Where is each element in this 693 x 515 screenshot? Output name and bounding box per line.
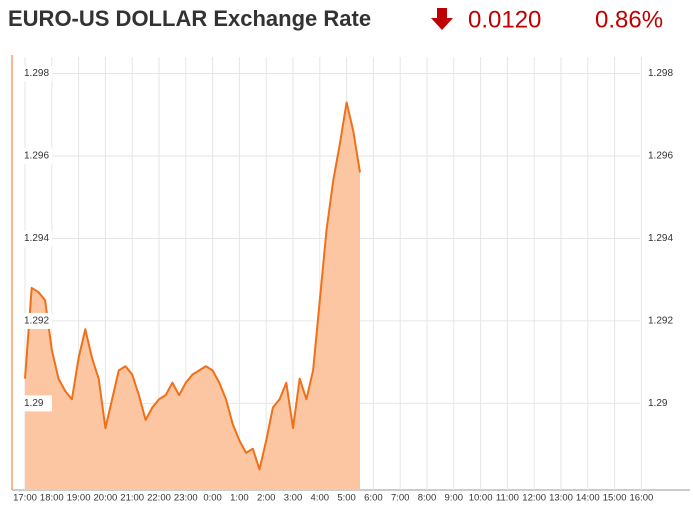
x-tick-label: 2:00	[257, 493, 276, 504]
x-tick-label: 1:00	[230, 493, 249, 504]
x-tick-label: 4:00	[311, 493, 330, 504]
y-tick-label-right: 1.292	[648, 316, 673, 327]
x-tick-label: 16:00	[630, 493, 654, 504]
x-tick-label: 23:00	[174, 493, 198, 504]
y-tick-label-right: 1.298	[648, 68, 673, 79]
y-label-box	[20, 395, 52, 412]
y-tick-label-right: 1.294	[648, 233, 673, 244]
y-tick-label-right: 1.29	[648, 398, 668, 409]
y-label-box	[20, 230, 52, 247]
y-tick-label: 1.294	[24, 233, 49, 244]
x-tick-label: 5:00	[337, 493, 356, 504]
x-tick-label: 22:00	[147, 493, 171, 504]
x-tick-label: 8:00	[418, 493, 437, 504]
y-tick-label: 1.296	[24, 151, 49, 162]
x-tick-label: 3:00	[284, 493, 303, 504]
x-tick-label: 20:00	[94, 493, 118, 504]
x-tick-label: 12:00	[522, 493, 546, 504]
y-tick-label: 1.29	[24, 398, 44, 409]
y-label-box	[20, 147, 52, 164]
x-tick-label: 21:00	[120, 493, 144, 504]
x-tick-label: 19:00	[67, 493, 91, 504]
x-tick-label: 17:00	[13, 493, 37, 504]
x-tick-label: 9:00	[445, 493, 464, 504]
x-tick-label: 6:00	[364, 493, 383, 504]
x-tick-label: 11:00	[496, 493, 519, 504]
change: 0.0120	[468, 6, 541, 33]
x-tick-label: 15:00	[603, 493, 627, 504]
x-tick-label: 13:00	[549, 493, 573, 504]
y-tick-label: 1.298	[24, 68, 49, 79]
chart-title: EURO-US DOLLAR Exchange Rate	[8, 6, 371, 31]
line	[24, 101, 361, 471]
y-label-box	[20, 312, 52, 329]
area	[25, 102, 360, 490]
x-tick-label: 0:00	[203, 493, 222, 504]
x-tick-label: 7:00	[391, 493, 410, 504]
change-percent: 0.86%	[595, 6, 663, 33]
x-tick-label: 14:00	[576, 493, 600, 504]
x-tick-label: 18:00	[40, 493, 64, 504]
down-arrow	[431, 8, 453, 30]
y-tick-label: 1.292	[24, 316, 49, 327]
y-label-box	[20, 65, 52, 82]
x-tick-label: 10:00	[469, 493, 493, 504]
y-tick-label-right: 1.296	[648, 151, 673, 162]
